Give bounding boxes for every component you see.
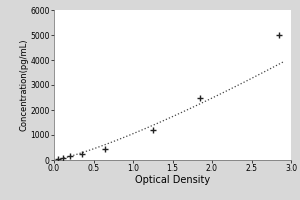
X-axis label: Optical Density: Optical Density	[135, 175, 210, 185]
Y-axis label: Concentration(pg/mL): Concentration(pg/mL)	[20, 39, 29, 131]
